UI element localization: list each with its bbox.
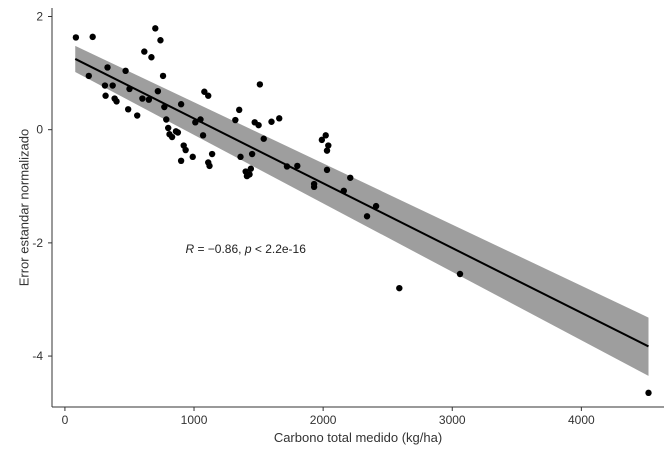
- data-point: [246, 171, 253, 178]
- y-axis-title: Error estandar normalizado: [17, 129, 32, 287]
- data-point: [177, 157, 185, 165]
- data-point: [192, 119, 199, 126]
- data-point: [206, 162, 213, 170]
- data-point: [645, 389, 652, 397]
- data-point: [109, 82, 116, 89]
- data-point: [168, 133, 176, 141]
- data-point: [363, 213, 371, 220]
- data-point: [72, 34, 80, 41]
- data-point: [122, 67, 129, 75]
- data-point: [197, 116, 204, 123]
- x-tick-label: 3000: [439, 413, 466, 427]
- data-point: [276, 115, 283, 122]
- data-point: [159, 72, 167, 80]
- data-point: [372, 202, 380, 210]
- data-point: [256, 81, 264, 88]
- data-point: [85, 72, 92, 80]
- y-tick-label: 2: [36, 9, 43, 23]
- data-point: [323, 147, 331, 154]
- data-point: [310, 183, 318, 191]
- data-point: [157, 37, 164, 44]
- data-point: [247, 165, 255, 172]
- y-tick-label: -4: [32, 349, 43, 363]
- data-point: [189, 153, 196, 161]
- data-point: [102, 92, 109, 99]
- data-point: [161, 103, 168, 111]
- confidence-band: [75, 45, 649, 376]
- data-point: [148, 54, 155, 61]
- data-point: [248, 150, 256, 158]
- data-point: [237, 153, 244, 161]
- x-axis-title: Carbono total medido (kg/ha): [274, 430, 442, 445]
- data-point: [145, 96, 153, 103]
- data-point: [177, 101, 185, 108]
- data-point: [165, 124, 172, 132]
- data-point: [134, 112, 141, 119]
- data-point: [126, 85, 133, 93]
- y-axis-ticks: -4 -2 0 2: [32, 9, 52, 363]
- x-tick-label: 1000: [181, 413, 208, 427]
- data-point: [323, 166, 331, 174]
- data-point: [255, 121, 262, 129]
- data-point: [232, 116, 239, 124]
- correlation-annotation: R = −0.86, p < 2.2e-16: [185, 242, 306, 256]
- y-tick-label: 0: [36, 123, 43, 137]
- data-point: [113, 98, 120, 105]
- data-point: [124, 106, 132, 113]
- data-point: [260, 135, 267, 142]
- data-point: [347, 174, 354, 181]
- x-tick-label: 4000: [568, 413, 595, 427]
- data-point: [182, 146, 189, 154]
- data-point: [208, 150, 216, 158]
- data-point: [141, 48, 148, 55]
- x-tick-label: 0: [62, 413, 69, 427]
- data-point: [322, 132, 329, 139]
- data-point: [340, 187, 347, 195]
- data-point: [152, 25, 159, 32]
- data-point: [104, 64, 111, 71]
- data-point: [154, 87, 162, 95]
- data-point: [283, 163, 291, 170]
- regression-line: [74, 58, 649, 348]
- data-point: [201, 88, 208, 95]
- x-tick-label: 2000: [310, 413, 337, 427]
- data-point: [318, 136, 326, 144]
- data-point: [101, 82, 109, 89]
- data-point: [174, 129, 182, 136]
- data-point: [236, 106, 243, 114]
- data-point: [139, 95, 146, 102]
- data-point: [396, 284, 403, 292]
- data-points: [72, 25, 652, 397]
- data-point: [199, 132, 207, 139]
- data-point: [268, 118, 275, 125]
- data-point: [205, 92, 212, 99]
- data-point: [294, 162, 301, 170]
- y-tick-label: -2: [32, 236, 43, 250]
- x-axis-ticks: 0 1000 2000 3000 4000: [62, 407, 595, 427]
- data-point: [89, 33, 96, 41]
- plot-area: [72, 25, 652, 397]
- data-point: [456, 270, 464, 278]
- data-point: [163, 116, 170, 123]
- data-point: [325, 142, 332, 149]
